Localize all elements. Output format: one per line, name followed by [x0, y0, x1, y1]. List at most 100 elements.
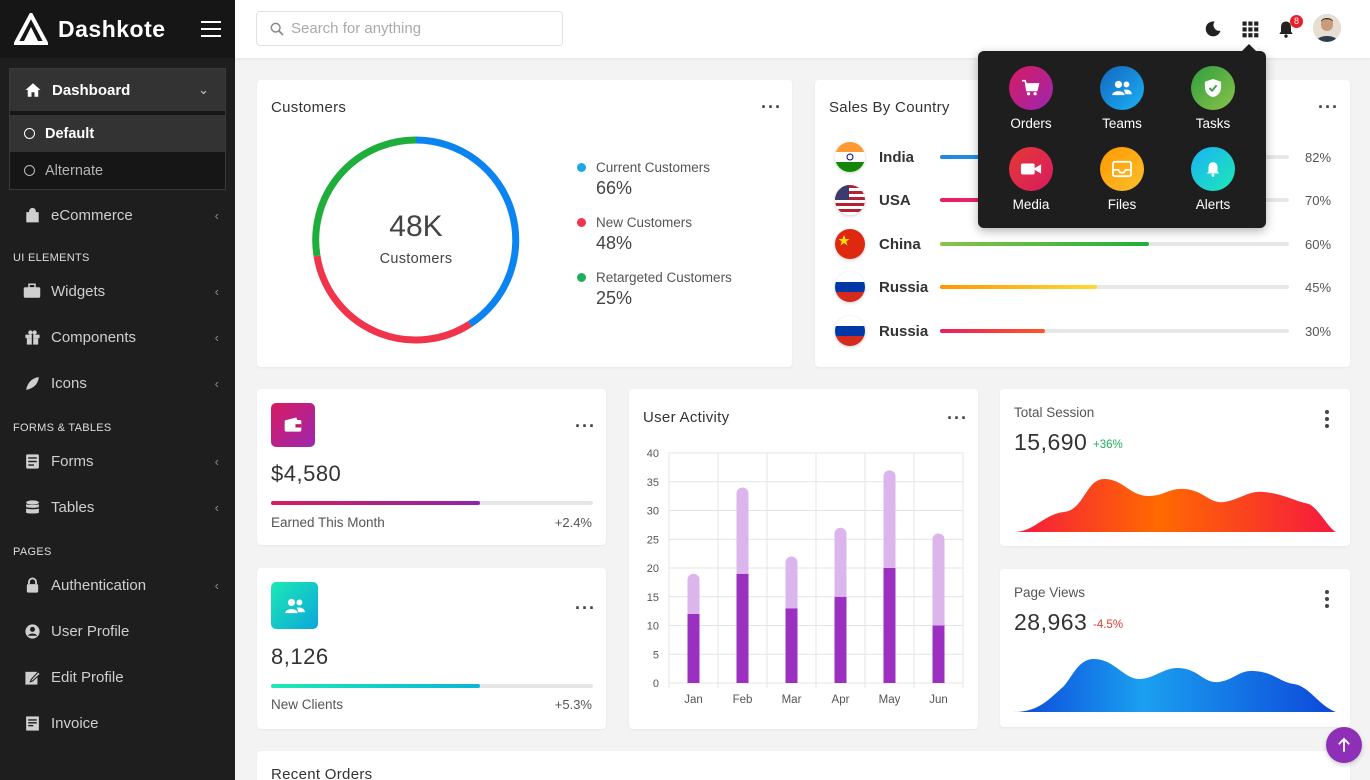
y-tick-label: 0	[653, 678, 659, 690]
bar-feb-series-1[interactable]	[736, 573, 749, 683]
customers-donut-chart	[312, 136, 520, 344]
progress-track	[940, 285, 1289, 289]
bar-jan-series-1[interactable]	[687, 614, 700, 683]
sidebar-item-components[interactable]: Components ‹	[0, 314, 235, 360]
bar-mar-series-1[interactable]	[785, 608, 798, 683]
users-icon	[271, 582, 318, 629]
shopping-bag-icon	[23, 206, 41, 224]
earnings-change: +2.4%	[554, 515, 592, 530]
total-session-area-chart	[1014, 479, 1336, 532]
legend-dot-icon	[577, 273, 586, 282]
bar-may-series-1[interactable]	[883, 568, 896, 683]
arrow-up-icon	[1338, 737, 1350, 752]
more-options-icon[interactable]: ···	[575, 416, 596, 436]
bar-mar-series-2[interactable]	[785, 556, 798, 609]
progress-track	[271, 501, 593, 505]
app-label: Orders	[1010, 116, 1052, 131]
legend-label: Retargeted Customers	[596, 270, 732, 285]
progress-fill	[940, 329, 1045, 333]
user-activity-bar-chart: 0 5 10 15 20 25 30 35 40 Jan Feb Mar Apr May Jun	[647, 448, 964, 706]
bar-feb-series-2[interactable]	[736, 487, 749, 574]
cart-icon	[1009, 66, 1053, 110]
donut-segment-green	[312, 136, 417, 257]
app-tile-media[interactable]: Media	[991, 147, 1071, 212]
earnings-card: ··· $4,580 Earned This Month +2.4%	[257, 389, 606, 545]
chevron-left-icon: ‹	[214, 375, 219, 391]
x-tick-label: Jun	[929, 694, 948, 706]
bar-apr-series-2[interactable]	[834, 527, 847, 597]
app-tile-alerts[interactable]: Alerts	[1173, 147, 1253, 212]
sidebar-subitem-default[interactable]: Default	[10, 115, 225, 152]
legend-item: New Customers 48%	[577, 215, 732, 254]
russia-flag-icon	[835, 316, 865, 346]
more-options-vertical-icon[interactable]	[1325, 590, 1329, 611]
y-tick-label: 30	[647, 506, 659, 518]
app-tile-orders[interactable]: Orders	[991, 66, 1071, 131]
total-session-card: Total Session 15,690 +36%	[1000, 389, 1350, 546]
x-tick-label: Jan	[684, 694, 703, 706]
bar-jun-series-2[interactable]	[932, 533, 945, 626]
app-tile-tasks[interactable]: Tasks	[1173, 66, 1253, 131]
bar-apr-series-1[interactable]	[834, 596, 847, 683]
bar-jan-series-2[interactable]	[687, 573, 700, 614]
sidebar-item-ecommerce[interactable]: eCommerce ‹	[0, 192, 235, 238]
database-icon	[23, 498, 41, 516]
more-options-icon[interactable]: ···	[761, 97, 782, 117]
sidebar-item-edit-profile[interactable]: Edit Profile	[0, 654, 235, 700]
notifications-button[interactable]: 8	[1276, 15, 1303, 39]
sidebar-item-widgets[interactable]: Widgets ‹	[0, 268, 235, 314]
legend-value: 25%	[596, 288, 633, 308]
page-views-change: -4.5%	[1093, 619, 1124, 631]
circle-icon	[24, 165, 35, 176]
more-options-vertical-icon[interactable]	[1325, 410, 1329, 431]
scroll-to-top-button[interactable]	[1326, 727, 1362, 763]
country-name: USA	[879, 191, 911, 209]
card-title: Page Views	[1014, 585, 1086, 600]
menu-toggle-icon[interactable]	[201, 21, 221, 37]
app-tile-files[interactable]: Files	[1082, 147, 1162, 212]
sidebar-item-dashboard[interactable]: Dashboard ⌄	[10, 69, 225, 111]
sidebar-item-forms[interactable]: Forms ‹	[0, 438, 235, 484]
legend-item: Current Customers 66%	[577, 160, 732, 199]
more-options-icon[interactable]: ···	[575, 598, 596, 618]
y-tick-label: 40	[647, 448, 659, 460]
sidebar-item-label: Forms	[51, 452, 94, 470]
sidebar-item-invoice[interactable]: Invoice	[0, 700, 235, 746]
bar-jun-series-1[interactable]	[932, 625, 945, 684]
country-row: Russia 45%	[835, 272, 1335, 302]
sidebar-subitem-label: Default	[45, 125, 95, 142]
sidebar-item-user-profile[interactable]: User Profile	[0, 608, 235, 654]
sidebar: Dashkote Dashboard ⌄ Default Alternate e…	[0, 0, 235, 780]
sidebar-subitem-label: Alternate	[45, 162, 104, 179]
progress-fill	[940, 285, 1098, 289]
bar-may-series-2[interactable]	[883, 470, 896, 568]
y-tick-label: 20	[647, 563, 659, 575]
invoice-icon	[23, 714, 41, 732]
legend-dot-icon	[577, 218, 586, 227]
sidebar-list: eCommerce ‹ UI ELEMENTS Widgets ‹ Compon…	[0, 192, 235, 746]
sidebar-subitem-alternate[interactable]: Alternate	[10, 152, 225, 189]
app-label: Files	[1107, 197, 1137, 212]
search-input[interactable]	[291, 20, 541, 37]
sidebar-item-label: Invoice	[51, 714, 99, 732]
country-percent: 82%	[1305, 149, 1332, 165]
sidebar-item-label: eCommerce	[51, 206, 133, 224]
card-title: Recent Orders	[271, 766, 373, 780]
clients-change: +5.3%	[554, 697, 592, 712]
more-options-icon[interactable]: ···	[1318, 97, 1339, 117]
sidebar-item-tables[interactable]: Tables ‹	[0, 484, 235, 530]
legend-item: Retargeted Customers 25%	[577, 270, 732, 309]
more-options-icon[interactable]: ···	[947, 408, 968, 428]
video-icon	[1009, 147, 1053, 191]
progress-track	[271, 684, 593, 688]
earnings-label: Earned This Month	[271, 515, 385, 530]
sidebar-item-icons[interactable]: Icons ‹	[0, 360, 235, 406]
app-tile-teams[interactable]: Teams	[1082, 66, 1162, 131]
brand-logo-icon[interactable]	[14, 13, 48, 45]
apps-grid-icon[interactable]	[1240, 19, 1260, 39]
moon-icon[interactable]	[1203, 19, 1223, 39]
country-name: China	[879, 235, 921, 253]
sidebar-item-authentication[interactable]: Authentication ‹	[0, 562, 235, 608]
avatar[interactable]	[1313, 14, 1341, 42]
clients-value: 8,126	[271, 644, 329, 669]
